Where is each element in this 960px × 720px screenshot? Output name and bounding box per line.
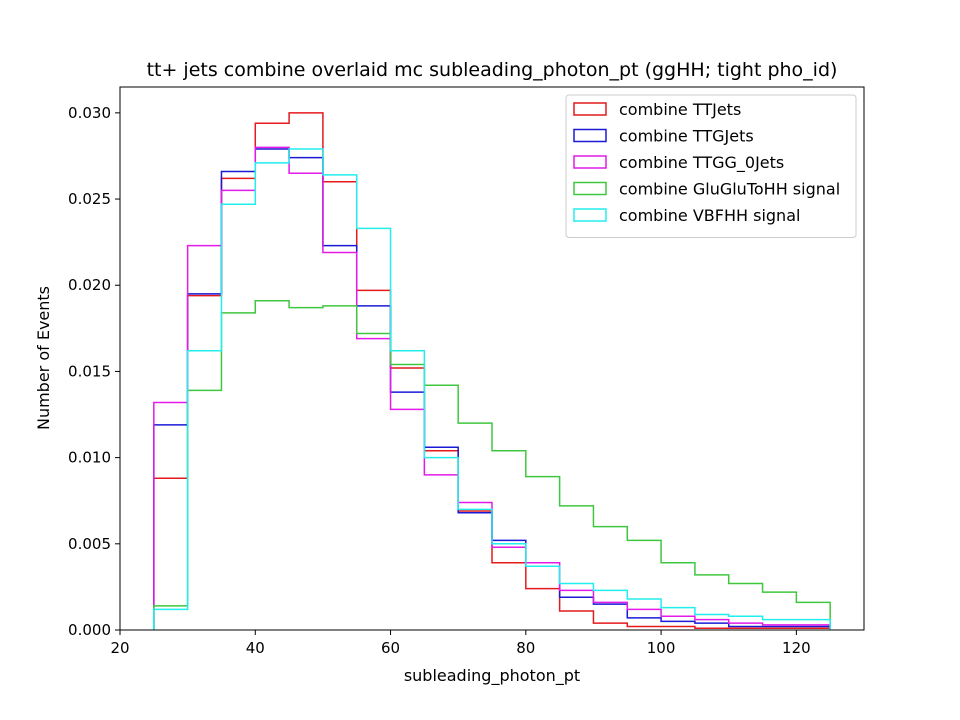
legend-swatch-2 <box>573 155 607 169</box>
y-tick-label: 0.025 <box>68 190 111 208</box>
x-tick-label: 20 <box>110 639 129 657</box>
legend-entry-4: combine VBFHH signal <box>619 206 800 225</box>
legend-swatch-1 <box>573 128 607 143</box>
x-tick-label: 40 <box>246 639 265 657</box>
y-tick-label: 0.010 <box>68 449 111 467</box>
legend-entry-0: combine TTJets <box>619 100 741 119</box>
y-tick-label: 0.000 <box>68 621 111 639</box>
y-tick-label: 0.020 <box>68 276 111 294</box>
x-axis-label: subleading_photon_pt <box>404 666 580 686</box>
y-tick-label: 0.015 <box>68 362 111 380</box>
y-axis: 0.000 0.005 0.010 0.015 0.020 0.025 0.030 <box>68 104 120 639</box>
y-tick-label: 0.005 <box>68 535 111 553</box>
x-tick-label: 80 <box>516 639 535 657</box>
legend: combine TTJets combine TTGJets combine TTG… <box>565 94 857 238</box>
series-layer <box>153 112 831 630</box>
plot-frame <box>119 86 865 631</box>
legend-box <box>565 94 857 238</box>
legend-entry-2: combine TTGG_0Jets <box>619 153 784 173</box>
x-axis: 20 40 60 80 100 120 <box>110 630 811 657</box>
legend-swatch-0 <box>573 102 607 116</box>
legend-entry-1: combine TTGJets <box>619 127 754 146</box>
x-tick-label: 120 <box>782 639 811 657</box>
x-tick-label: 100 <box>647 639 676 657</box>
legend-entry-3: combine GluGluToHH signal <box>619 180 840 199</box>
series-line-3 <box>153 300 831 630</box>
legend-swatch-4 <box>573 208 607 222</box>
y-tick-label: 0.030 <box>68 104 111 122</box>
series-line-2 <box>153 146 831 630</box>
legend-swatch-3 <box>573 181 607 196</box>
series-line-4 <box>153 148 831 630</box>
chart-title: tt+ jets combine overlaid mc subleading_… <box>147 59 838 81</box>
y-axis-label: Number of Events <box>34 286 53 430</box>
x-tick-label: 60 <box>381 639 400 657</box>
